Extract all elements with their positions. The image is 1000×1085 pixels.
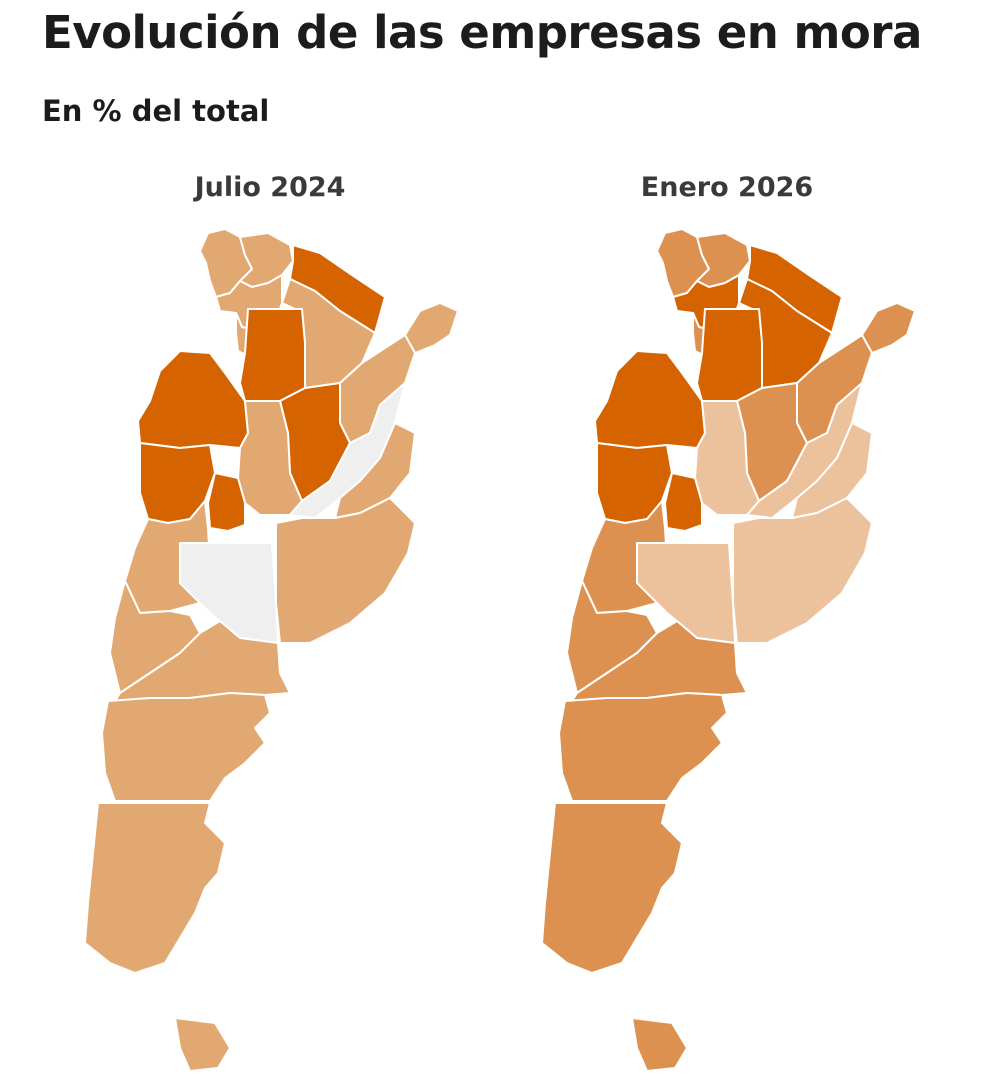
chart-title: Evolución de las empresas en mora bbox=[42, 6, 922, 59]
province-chubut bbox=[101, 692, 271, 802]
province-la-rioja bbox=[137, 350, 249, 449]
province-la-rioja bbox=[594, 350, 706, 449]
map-panel-1: Julio 2024 bbox=[40, 168, 500, 1078]
province-santa-cruz bbox=[541, 802, 683, 974]
choropleth-map-2 bbox=[541, 228, 916, 1072]
chart-subtitle: En % del total bbox=[42, 94, 270, 128]
province-salta-north bbox=[696, 232, 751, 288]
province-misiones bbox=[404, 302, 459, 354]
province-salta-north bbox=[239, 232, 294, 288]
province-san-luis bbox=[207, 472, 246, 532]
province-buenos-aires bbox=[275, 497, 416, 644]
province-san-luis bbox=[664, 472, 703, 532]
province-catamarca bbox=[239, 308, 306, 402]
province-santa-cruz bbox=[84, 802, 226, 974]
province-misiones bbox=[861, 302, 916, 354]
province-chubut bbox=[558, 692, 728, 802]
map-label-2: Enero 2026 bbox=[640, 172, 814, 203]
choropleth-map-1 bbox=[84, 228, 459, 1072]
map-label-1: Julio 2024 bbox=[194, 172, 346, 203]
province-tierra-del-fuego bbox=[174, 1017, 231, 1072]
map-panel-2: Enero 2026 bbox=[497, 168, 957, 1078]
province-buenos-aires bbox=[732, 497, 873, 644]
province-catamarca bbox=[696, 308, 763, 402]
province-tierra-del-fuego bbox=[631, 1017, 688, 1072]
